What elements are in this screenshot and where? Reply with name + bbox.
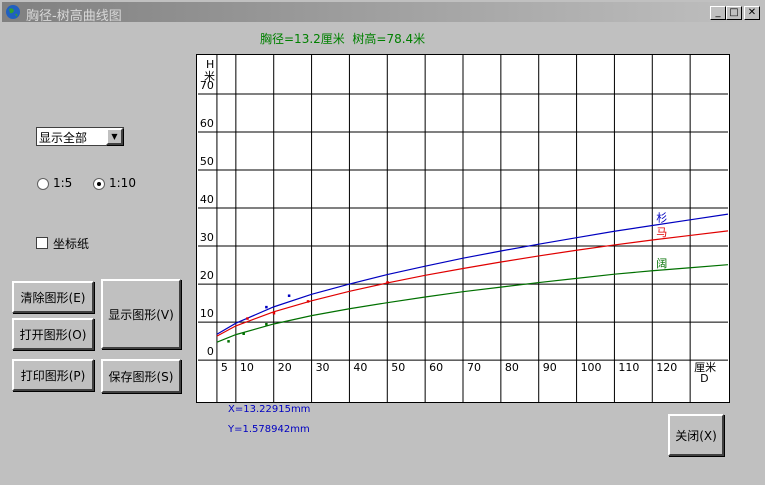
x-tick-label: 70: [467, 361, 481, 374]
dropdown[interactable]: 显示全部 ▼: [36, 127, 124, 146]
status-x: X=13.22915mm: [228, 404, 311, 415]
show-button[interactable]: 显示图形(V): [101, 279, 181, 349]
print-button[interactable]: 打印图形(P): [12, 359, 94, 391]
checkbox[interactable]: [36, 237, 48, 249]
y-tick-label: 30: [200, 231, 214, 244]
dropdown-value: 显示全部: [39, 131, 88, 145]
y-axis-label: H: [206, 58, 214, 71]
x-tick-label: 120: [656, 361, 677, 374]
data-point: [306, 300, 310, 303]
x-axis-label: 厘米: [694, 361, 716, 374]
data-point: [287, 294, 291, 297]
window-title: 胸径-树高曲线图: [26, 9, 122, 24]
data-point: [246, 317, 249, 320]
x-tick-label: 60: [429, 361, 443, 374]
y-tick-label: 10: [200, 307, 214, 320]
save-button[interactable]: 保存图形(S): [101, 359, 181, 393]
x-tick-label: 50: [391, 361, 405, 374]
x-tick-label: 30: [316, 361, 330, 374]
close-window-button[interactable]: ✕: [744, 6, 760, 20]
x-tick-label: 110: [618, 361, 639, 374]
maximize-button[interactable]: □: [726, 6, 742, 20]
series-line: [216, 264, 729, 343]
x-axis-label: D: [700, 372, 708, 385]
radio-label: 1:5: [53, 176, 73, 190]
y-tick-label: 40: [200, 193, 214, 206]
title-bar: 胸径-树高曲线图 _ □ ✕: [2, 2, 763, 24]
x-tick-label: 10: [240, 361, 254, 374]
series-line: [216, 213, 729, 335]
y-tick-label: 20: [200, 269, 214, 282]
series-label: 马: [656, 226, 667, 239]
series-label: 杉: [656, 211, 667, 225]
radio-label: 1:10: [109, 176, 136, 190]
data-point: [272, 311, 276, 315]
y-tick-label: 70: [200, 79, 214, 92]
radio-button[interactable]: [93, 178, 105, 190]
close-button[interactable]: 关闭(X): [668, 414, 724, 456]
y-axis-label: 米: [204, 70, 215, 83]
data-point: [386, 281, 389, 284]
chart: 5 10 20 30 40 50 60 70 80 90 100 110 120 0 10 20 30 40 50 6…: [196, 54, 730, 403]
y-tick-label: 50: [200, 155, 214, 168]
data-point: [242, 332, 245, 335]
x-tick-label: 100: [581, 361, 602, 374]
x-tick-label: 5: [221, 361, 228, 374]
x-tick-label: 80: [505, 361, 519, 374]
clear-button[interactable]: 清除图形(E): [12, 281, 94, 313]
x-tick-label: 20: [278, 361, 292, 374]
open-button[interactable]: 打开图形(O): [12, 318, 94, 350]
minimize-button[interactable]: _: [710, 6, 726, 20]
series-line: [216, 230, 729, 337]
series-label: 阔: [656, 257, 667, 270]
data-point: [265, 322, 268, 326]
checkbox-label: 坐标纸: [53, 237, 90, 251]
header-info: 胸径=13.2厘米 树高=78.4米: [260, 32, 426, 46]
radio-button[interactable]: [37, 178, 49, 190]
data-point: [265, 305, 268, 309]
x-tick-label: 90: [543, 361, 557, 374]
data-point: [227, 340, 230, 343]
app-icon: [6, 5, 20, 19]
dropdown-arrow[interactable]: ▼: [106, 128, 123, 145]
y-tick-label: 0: [207, 345, 214, 358]
y-tick-label: 60: [200, 117, 214, 130]
status-y: Y=1.578942mm: [228, 424, 310, 435]
x-tick-label: 40: [353, 361, 367, 374]
